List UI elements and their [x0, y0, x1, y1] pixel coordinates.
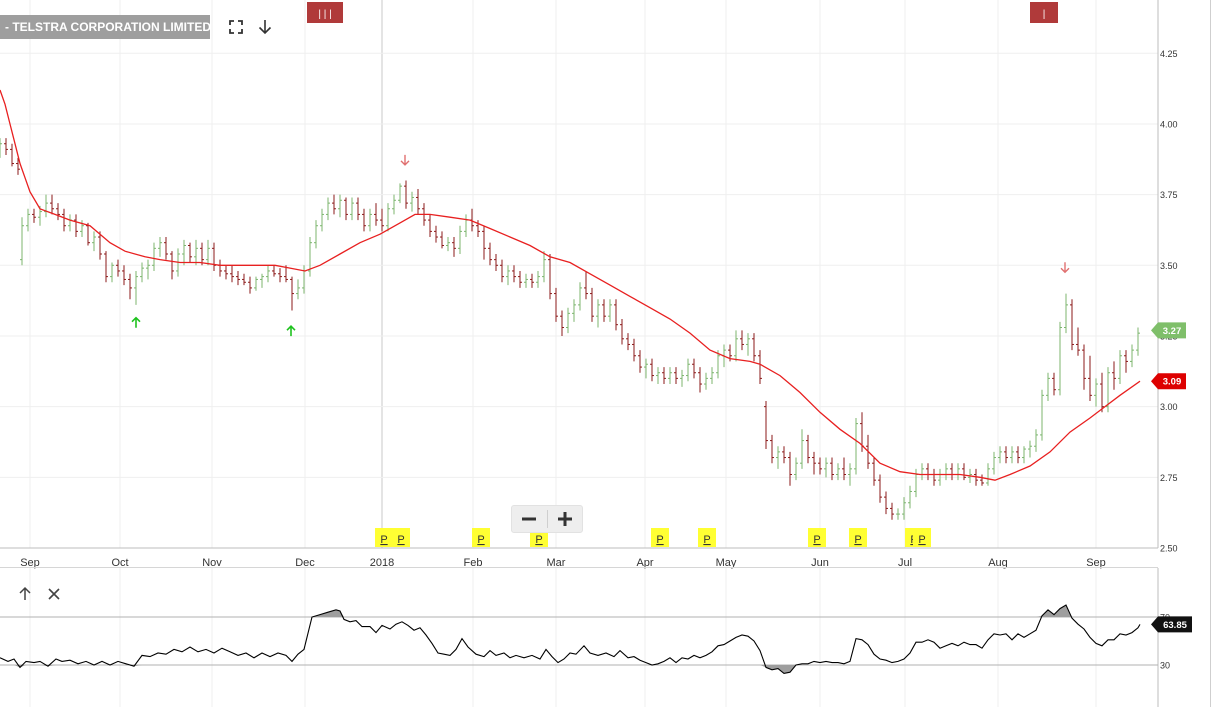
event-marker-label: P [813, 534, 820, 546]
y-tick-label: 3.50 [1160, 261, 1178, 271]
event-marker-label: P [380, 534, 387, 546]
x-tick-label: Sep [1086, 557, 1106, 569]
arrow-down-icon[interactable] [255, 17, 275, 37]
zoom-controls [511, 505, 583, 533]
event-marker[interactable] [849, 528, 867, 547]
ma-value-tag-label: 3.09 [1163, 377, 1182, 388]
osc-y-tick-label: 30 [1160, 661, 1170, 671]
event-marker[interactable] [808, 528, 826, 547]
event-marker[interactable] [913, 528, 931, 547]
y-tick-label: 2.50 [1160, 544, 1178, 554]
oversold-fill [14, 665, 26, 668]
sell-signal-arrow-icon [400, 154, 410, 166]
oscillator-value-tag [1151, 616, 1192, 633]
event-marker[interactable] [698, 528, 716, 547]
buy-signal-arrow-icon [286, 325, 296, 337]
x-tick-label: Nov [202, 557, 222, 569]
oversold-fill [760, 665, 802, 674]
event-marker-label: P [656, 534, 663, 546]
event-marker-label: P [703, 534, 710, 546]
event-marker-label: P [535, 534, 542, 546]
oscillator-line [0, 604, 1141, 674]
x-tick-label: Jul [898, 557, 912, 569]
buy-signal-arrow-icon [131, 316, 141, 328]
dividend-marker[interactable] [1030, 2, 1058, 23]
x-tick-label: Jun [811, 557, 829, 569]
panel-divider [0, 567, 1158, 568]
event-marker[interactable] [392, 528, 410, 547]
event-marker[interactable] [375, 528, 393, 547]
event-marker-label: P [397, 534, 404, 546]
zoom-out-button[interactable] [512, 506, 546, 532]
expand-icon[interactable] [226, 17, 246, 37]
event-marker-label: P [854, 534, 861, 546]
event-marker[interactable] [472, 528, 490, 547]
oscillator-value-label: 63.85 [1163, 620, 1187, 631]
x-tick-label: Aug [988, 557, 1008, 569]
last-price-tag [1151, 322, 1186, 339]
x-tick-label: Apr [636, 557, 653, 569]
y-tick-label: 4.00 [1160, 119, 1178, 129]
moving-average-line [0, 89, 1141, 481]
x-tick-label: Sep [20, 557, 40, 569]
arrow-up-icon[interactable] [16, 585, 34, 603]
y-tick-label: 3.75 [1160, 190, 1178, 200]
x-tick-label: Dec [295, 557, 315, 569]
x-tick-label: 2018 [370, 557, 394, 569]
dividend-marker[interactable] [307, 2, 343, 23]
ticker-label[interactable]: - TELSTRA CORPORATION LIMITED [0, 15, 211, 39]
last-price-tag-label: 3.27 [1163, 326, 1182, 337]
sell-signal-arrow-icon [1060, 262, 1070, 274]
zoom-separator [547, 510, 548, 528]
close-icon[interactable] [45, 585, 63, 603]
dividend-marker-label: | [1043, 9, 1046, 20]
overbought-fill [1036, 605, 1072, 617]
right-border [1210, 0, 1211, 707]
event-marker-label: P [477, 534, 484, 546]
y-tick-label: 4.25 [1160, 49, 1178, 59]
x-tick-label: Mar [547, 557, 566, 569]
zoom-in-button[interactable] [548, 506, 582, 532]
event-marker[interactable] [651, 528, 669, 547]
x-tick-label: May [716, 557, 737, 569]
ma-value-tag [1151, 373, 1186, 390]
y-tick-label: 3.00 [1160, 402, 1178, 412]
event-marker-label: P [918, 534, 925, 546]
dividend-marker-label: | | | [318, 9, 331, 20]
y-tick-label: 2.75 [1160, 473, 1178, 483]
x-tick-label: Feb [464, 557, 483, 569]
x-tick-label: Oct [111, 557, 128, 569]
